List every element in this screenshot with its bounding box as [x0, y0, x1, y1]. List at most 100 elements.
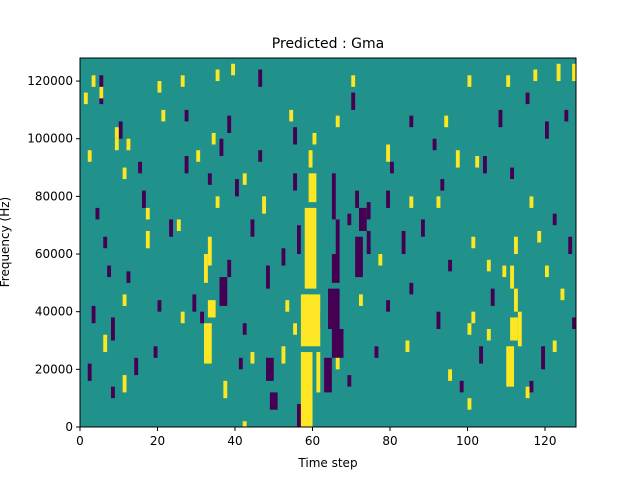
heatmap-cell-high: [114, 127, 119, 139]
heatmap-cell-low: [111, 386, 115, 399]
heatmap-cell-low: [390, 161, 394, 174]
heatmap-cell-low: [545, 121, 549, 139]
heatmap-cell-high: [502, 265, 507, 278]
heatmap-cell-high: [471, 236, 476, 249]
heatmap-cell-high: [514, 288, 518, 312]
heatmap-cell-high: [386, 144, 391, 162]
heatmap-cell-low: [421, 219, 425, 237]
heatmap-cell-high: [308, 173, 317, 203]
heatmap-cell-low: [459, 380, 464, 393]
heatmap-cell-high: [514, 236, 518, 255]
x-tick-label: 0: [76, 434, 84, 448]
y-tick-label: 100000: [27, 132, 73, 146]
heatmap-cell-high: [300, 352, 313, 427]
heatmap-cell-low: [269, 392, 278, 410]
heatmap-cell-high: [405, 340, 410, 353]
heatmap-cell-low: [192, 294, 197, 312]
heatmap-cell-low: [118, 121, 123, 139]
heatmap-cell-high: [145, 207, 150, 220]
heatmap-cell-low: [479, 346, 484, 364]
heatmap-cell-low: [297, 403, 305, 427]
heatmap-cell-high: [122, 167, 127, 180]
heatmap-cell-high: [436, 196, 441, 208]
heatmap-cell-high: [215, 196, 220, 208]
heatmap-cell-low: [258, 69, 263, 87]
heatmap-cell-low: [138, 161, 143, 174]
heatmap-cell-low: [568, 236, 573, 255]
heatmap-cell-high: [161, 109, 166, 122]
heatmap-cell-high: [467, 323, 472, 335]
heatmap-cell-high: [211, 132, 216, 145]
heatmap-cell-low: [293, 173, 298, 191]
heatmap-cell-low: [266, 265, 270, 289]
heatmap-cell-high: [176, 219, 181, 231]
heatmap-cell-low: [572, 317, 576, 329]
y-axis: 0 20000 40000 60000 80000 100000 120000: [27, 74, 80, 434]
heatmap-cell-high: [471, 311, 476, 324]
heatmap-cell-high: [145, 230, 150, 249]
heatmap-cell-low: [355, 190, 360, 208]
x-tick-label: 120: [534, 434, 557, 448]
heatmap-cell-low: [103, 236, 108, 249]
heatmap-cell-high: [510, 265, 515, 289]
heatmap-cell-low: [335, 219, 340, 255]
heatmap-cell-high: [196, 150, 201, 162]
heatmap-cell-low: [409, 115, 414, 128]
heatmap-cell-low: [219, 277, 228, 306]
heatmap-cell-low: [242, 323, 247, 335]
y-tick-label: 40000: [35, 305, 73, 319]
y-tick-label: 60000: [35, 247, 73, 261]
x-tick-label: 100: [456, 434, 479, 448]
heatmap-cell-low: [347, 213, 352, 226]
heatmap-cell-high: [157, 81, 162, 93]
heatmap-cell-low: [184, 109, 189, 122]
heatmap-cell-low: [331, 173, 336, 220]
heatmap-cell-high: [545, 265, 549, 278]
heatmap-cell-high: [289, 109, 294, 122]
heatmap-cell-low: [227, 115, 232, 133]
y-tick-label: 80000: [35, 189, 73, 203]
y-tick-label: 20000: [35, 362, 73, 376]
heatmap-cell-low: [541, 346, 546, 370]
heatmap-cell-low: [366, 202, 371, 220]
heatmap-cell-high: [572, 63, 576, 82]
heatmap-cell-high: [231, 63, 236, 76]
heatmap-cell-low: [126, 271, 131, 283]
heatmap-cell-low: [207, 173, 212, 185]
heatmap-cell-high: [126, 138, 131, 151]
heatmap-cell-high: [529, 196, 534, 208]
heatmap-cell-high: [242, 173, 247, 185]
heatmap-cell-low: [219, 138, 224, 157]
heatmap-cell-high: [552, 340, 557, 353]
heatmap-cell-high: [83, 92, 88, 105]
heatmap-cell-high: [87, 150, 92, 162]
heatmap-cell-low: [374, 346, 379, 358]
heatmap-cell-low: [258, 150, 263, 162]
heatmap-cell-high: [525, 386, 530, 399]
heatmap-cell-high: [304, 207, 317, 289]
heatmap-cell-low: [331, 328, 344, 358]
y-axis-label: Frequency (Hz): [0, 197, 12, 288]
heatmap-cell-high: [91, 75, 96, 87]
heatmap-cell-high: [448, 369, 453, 381]
heatmap-cell-low: [510, 167, 515, 180]
heatmap-cell-low: [111, 317, 115, 341]
heatmap-cell-low: [529, 380, 534, 393]
heatmap-cell-high: [506, 346, 514, 387]
heatmap-cell-high: [560, 288, 565, 301]
heatmap-cell-high: [293, 323, 298, 335]
heatmap-cell-low: [266, 357, 274, 381]
heatmap-cell-low: [238, 357, 243, 370]
heatmap-cell-high: [475, 156, 480, 168]
heatmap-cell-high: [533, 69, 538, 82]
heatmap-cell-low: [386, 300, 391, 312]
heatmap-cell-high: [207, 300, 216, 318]
heatmap-cell-low: [142, 190, 146, 208]
y-tick-label: 0: [65, 420, 73, 434]
heatmap-cell-high: [506, 75, 511, 87]
heatmap-cell-high: [180, 75, 185, 87]
heatmap-cell-low: [328, 288, 340, 329]
heatmap-cell-high: [556, 63, 561, 82]
heatmap-cells: [83, 63, 576, 427]
